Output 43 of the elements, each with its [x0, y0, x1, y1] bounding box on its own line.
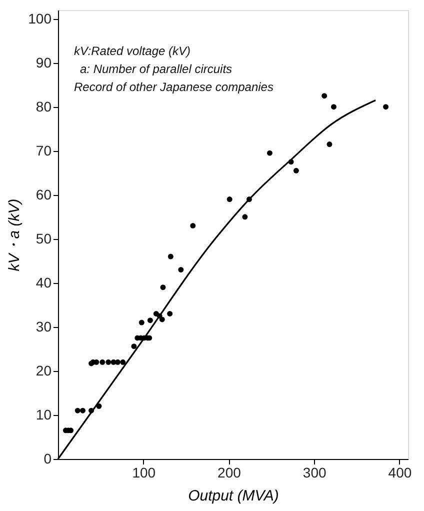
y-tick-label: 30	[36, 318, 52, 334]
y-tick-label: 40	[36, 274, 52, 290]
y-tick-label: 60	[36, 186, 52, 202]
y-tick-label: 10	[36, 406, 52, 422]
point	[80, 408, 86, 414]
y-tick-label: 100	[28, 10, 52, 26]
point	[120, 359, 126, 365]
point	[160, 284, 166, 290]
point	[383, 104, 389, 110]
x-tick-label: 200	[218, 464, 242, 480]
point	[330, 104, 336, 110]
point	[326, 142, 332, 147]
y-axis-title: kV・a (kV)	[6, 198, 24, 272]
annotation: Record of other Japanese companies	[74, 80, 274, 94]
point	[138, 320, 144, 326]
x-axis-title: Output (MVA)	[188, 488, 279, 504]
y-tick-label: 50	[36, 230, 52, 246]
point	[322, 93, 328, 99]
point	[131, 344, 137, 350]
point	[168, 254, 174, 260]
point	[100, 359, 106, 365]
point	[74, 408, 80, 414]
annotation: a: Number of parallel circuits	[80, 62, 232, 76]
x-tick-label: 300	[302, 464, 326, 480]
point	[115, 359, 120, 365]
point	[178, 266, 184, 272]
y-tick-label: 70	[36, 142, 52, 158]
point	[147, 318, 153, 324]
point	[242, 214, 248, 220]
y-tick-label: 0	[44, 450, 52, 466]
y-tick-label: 90	[36, 54, 52, 70]
x-tick-label: 100	[132, 464, 156, 480]
y-tick-label: 80	[36, 98, 52, 114]
point	[106, 359, 112, 365]
point	[266, 150, 272, 156]
x-tick-label: 400	[388, 464, 412, 480]
point	[159, 316, 165, 322]
point	[190, 222, 196, 228]
y-tick-label: 20	[36, 362, 52, 378]
annotation: kV:Rated voltage (kV)	[74, 44, 191, 58]
point	[293, 168, 299, 174]
point	[167, 311, 173, 316]
point	[226, 196, 232, 202]
